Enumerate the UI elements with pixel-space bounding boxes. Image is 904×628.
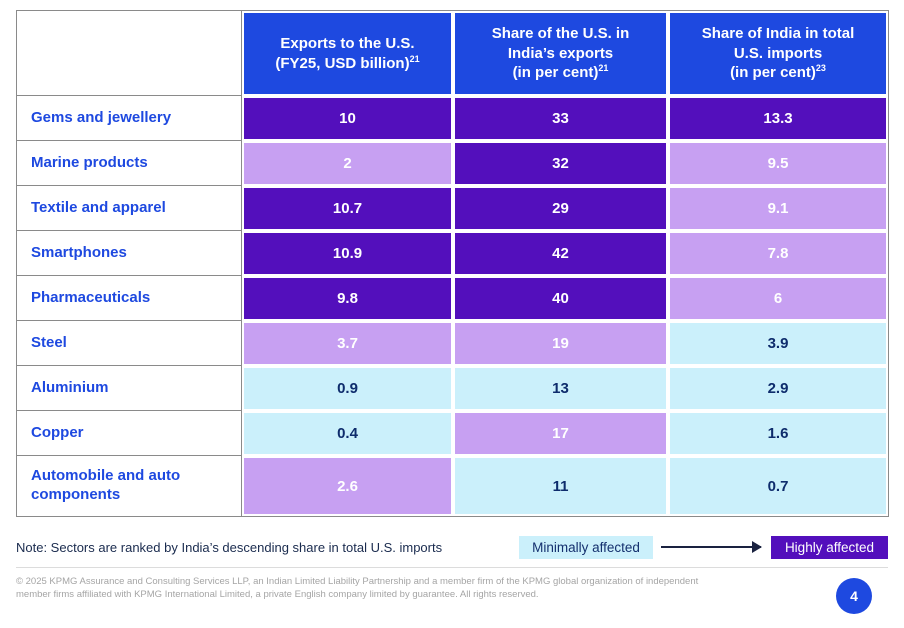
impact-legend: Minimally affected Highly affected xyxy=(519,535,888,559)
page-number-badge: 4 xyxy=(836,578,872,614)
sector-label: Copper xyxy=(17,411,242,456)
value-cell: 1.6 xyxy=(668,411,888,456)
value-cell: 0.7 xyxy=(668,456,888,516)
value-cell: 17 xyxy=(453,411,668,456)
value-cell: 3.7 xyxy=(242,321,453,366)
legend-minimally-affected-label: Minimally affected xyxy=(519,535,653,559)
value-cell: 9.1 xyxy=(668,186,888,231)
page-footer: © 2025 KPMG Assurance and Consulting Ser… xyxy=(16,567,888,614)
value-cell: 0.4 xyxy=(242,411,453,456)
value-cell: 9.5 xyxy=(668,141,888,186)
value-cell: 2.6 xyxy=(242,456,453,516)
sector-impact-table: Exports to the U.S. (FY25, USD billion)21… xyxy=(16,10,889,517)
value-cell: 0.9 xyxy=(242,366,453,411)
sector-label: Aluminium xyxy=(17,366,242,411)
value-cell: 7.8 xyxy=(668,231,888,276)
value-cell: 2.9 xyxy=(668,366,888,411)
value-cell: 29 xyxy=(453,186,668,231)
column-header-2: Share of India in total U.S. imports (in p… xyxy=(668,11,888,96)
legend-highly-affected-label: Highly affected xyxy=(770,535,888,559)
value-cell: 42 xyxy=(453,231,668,276)
table-note: Note: Sectors are ranked by India’s desc… xyxy=(16,539,443,555)
sector-label: Textile and apparel xyxy=(17,186,242,231)
value-cell: 9.8 xyxy=(242,276,453,321)
value-cell: 11 xyxy=(453,456,668,516)
sector-label: Gems and jewellery xyxy=(17,96,242,141)
sector-label: Pharmaceuticals xyxy=(17,276,242,321)
legend-arrow-icon xyxy=(660,541,762,553)
value-cell: 6 xyxy=(668,276,888,321)
column-header-0: Exports to the U.S. (FY25, USD billion)21 xyxy=(242,11,453,96)
column-header-1: Share of the U.S. in India’s exports (in p… xyxy=(453,11,668,96)
value-cell: 2 xyxy=(242,141,453,186)
value-cell: 10 xyxy=(242,96,453,141)
sector-label: Marine products xyxy=(17,141,242,186)
value-cell: 13.3 xyxy=(668,96,888,141)
sector-label: Steel xyxy=(17,321,242,366)
value-cell: 10.9 xyxy=(242,231,453,276)
copyright-text: © 2025 KPMG Assurance and Consulting Ser… xyxy=(16,576,699,601)
sector-label: Automobile and auto components xyxy=(17,456,242,516)
value-cell: 19 xyxy=(453,321,668,366)
value-cell: 33 xyxy=(453,96,668,141)
value-cell: 13 xyxy=(453,366,668,411)
value-cell: 32 xyxy=(453,141,668,186)
table-corner-cell xyxy=(17,11,242,96)
value-cell: 3.9 xyxy=(668,321,888,366)
value-cell: 10.7 xyxy=(242,186,453,231)
sector-label: Smartphones xyxy=(17,231,242,276)
value-cell: 40 xyxy=(453,276,668,321)
note-and-legend-row: Note: Sectors are ranked by India’s desc… xyxy=(16,534,888,560)
